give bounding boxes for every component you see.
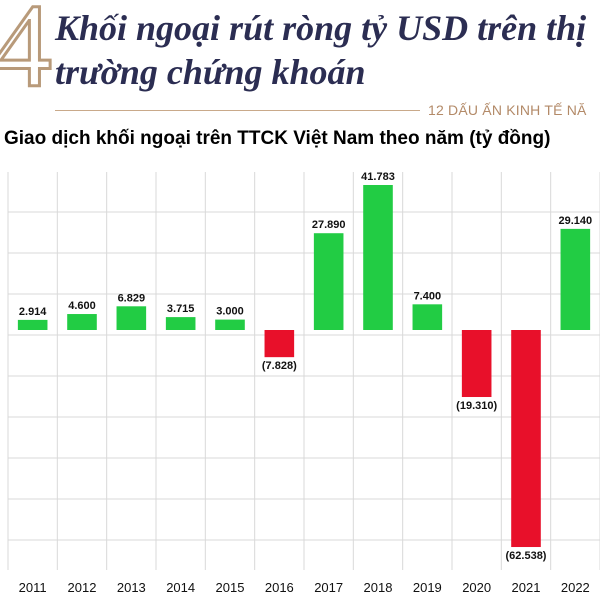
x-tick-label: 2017 (314, 580, 343, 595)
bar-2022 (560, 228, 591, 330)
bar-value-label: 3.000 (216, 306, 244, 318)
headline: Khối ngoại rút ròng tỷ USD trên thị trườ… (55, 8, 587, 92)
bar-value-label: 3.715 (167, 303, 195, 315)
bar-value-label: 4.600 (68, 300, 96, 312)
bar-value-label: 27.890 (312, 219, 346, 231)
x-tick-label: 2011 (19, 580, 47, 595)
bar-2020 (461, 330, 492, 398)
bar-2016 (264, 330, 295, 358)
bar-value-label: 29.140 (559, 215, 593, 227)
x-tick-label: 2012 (68, 580, 97, 595)
x-tick-label: 2013 (117, 580, 146, 595)
bar-value-label: (62.538) (506, 550, 547, 562)
bar-2011 (17, 319, 48, 330)
header-divider (55, 110, 420, 111)
x-tick-label: 2019 (413, 580, 442, 595)
x-tick-label: 2015 (216, 580, 245, 595)
x-tick-label: 2022 (561, 580, 590, 595)
bar-2012 (67, 314, 97, 330)
bar-2014 (165, 317, 196, 330)
bar-2018 (363, 185, 393, 330)
bar-2021 (511, 330, 541, 548)
bar-2019 (412, 304, 443, 330)
bar-value-label: 2.914 (19, 306, 47, 318)
section-numeral: 4 (0, 0, 54, 112)
bar-2015 (215, 319, 245, 330)
x-tick-label: 2018 (364, 580, 393, 595)
bar-value-label: 6.829 (118, 292, 146, 304)
x-tick-label: 2014 (166, 580, 195, 595)
x-tick-label: 2016 (265, 580, 294, 595)
x-tick-label: 2021 (512, 580, 541, 595)
bar-value-label: 41.783 (361, 171, 395, 183)
bar-value-label: (19.310) (456, 400, 497, 412)
series-tag: 12 DẤU ẤN KINH TẾ NĂ (428, 102, 587, 118)
header: 4 Khối ngoại rút ròng tỷ USD trên thị tr… (0, 0, 600, 125)
bar-value-label: 7.400 (414, 290, 442, 302)
chart-title: Giao dịch khối ngoại trên TTCK Việt Nam … (4, 128, 551, 149)
bar-value-label: (7.828) (262, 360, 297, 372)
bar-2017 (313, 233, 344, 330)
bar-2013 (116, 306, 147, 330)
x-tick-label: 2020 (462, 580, 491, 595)
